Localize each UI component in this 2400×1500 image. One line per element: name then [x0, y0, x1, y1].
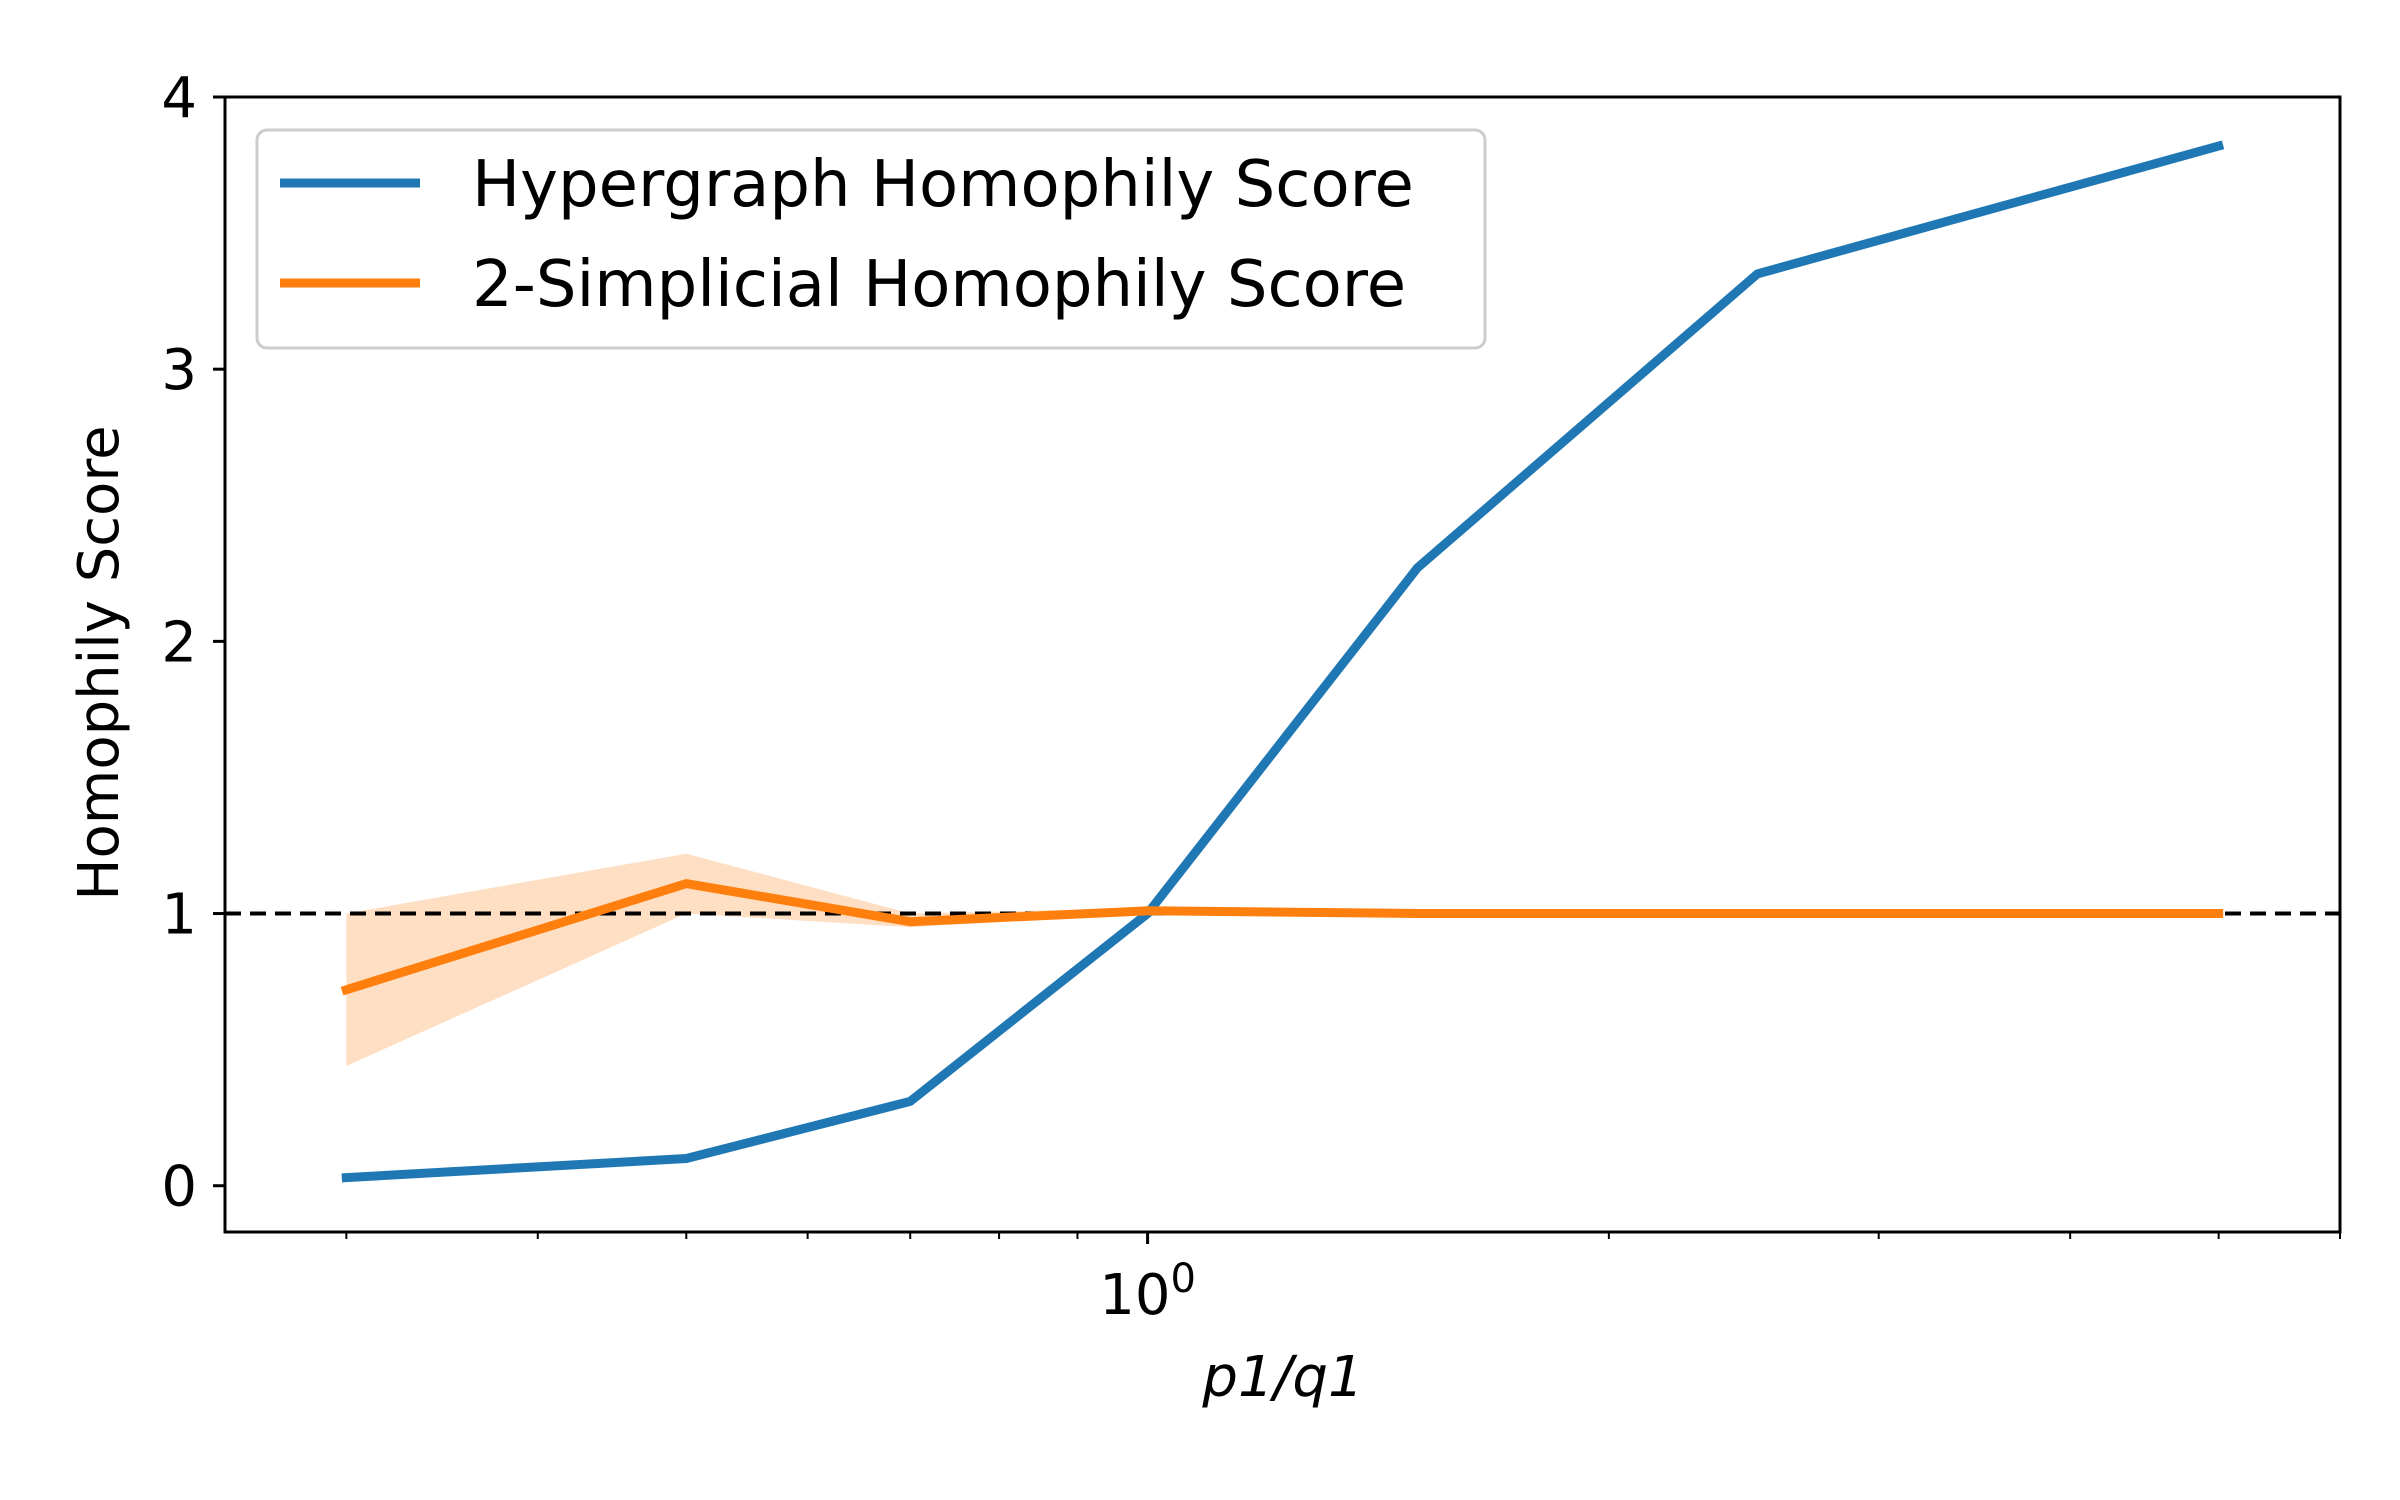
legend-label-2-simplicial: 2-Simplicial Homophily Score — [472, 248, 1406, 322]
y-tick-label-1: 1 — [161, 883, 197, 948]
legend-box — [255, 128, 1487, 350]
series-line-1 — [340, 878, 2224, 996]
confidence-band-series-1 — [346, 853, 2219, 1066]
y-tick-label-4: 4 — [161, 66, 197, 131]
plot-area — [225, 140, 2340, 1183]
axes: 0 1 2 3 4 100 — [161, 66, 2342, 1328]
y-tick-label-0: 0 — [161, 1155, 197, 1220]
legend-label-hypergraph: Hypergraph Homophily Score — [472, 148, 1414, 222]
x-axis-label: p1/q1 — [1201, 1345, 1363, 1410]
x-tick-label: 100 — [1099, 1256, 1196, 1328]
y-tick-label-2: 2 — [161, 610, 197, 675]
legend: Hypergraph Homophily Score 2-Simplicial … — [255, 128, 1487, 350]
axes-frame — [223, 95, 2342, 1234]
y-axis-label: Homophily Score — [67, 425, 132, 900]
y-tick-label-3: 3 — [161, 338, 197, 403]
